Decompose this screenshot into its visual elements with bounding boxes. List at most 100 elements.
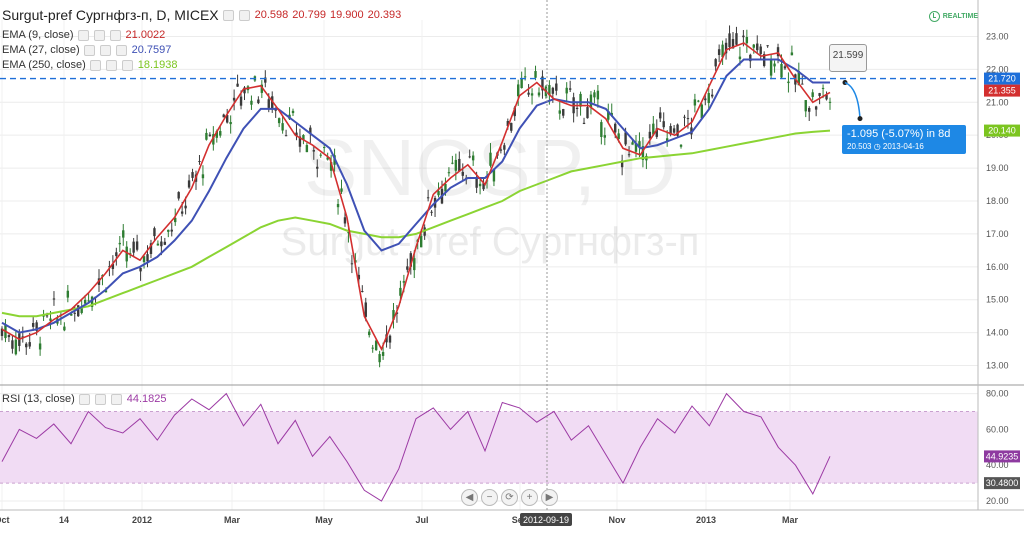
zoom-in-icon[interactable]: + bbox=[521, 489, 538, 506]
candle-body bbox=[326, 157, 329, 160]
ohlc-close: 20.393 bbox=[367, 9, 402, 21]
candle-body bbox=[392, 310, 395, 320]
candle-body bbox=[111, 264, 115, 269]
rsi-axis-label-box bbox=[984, 450, 1020, 463]
candle-body bbox=[821, 87, 825, 89]
candle-body bbox=[66, 290, 70, 298]
ema27-label[interactable]: EMA (27, close) bbox=[2, 44, 80, 56]
candle-body bbox=[447, 172, 451, 174]
settings-icon[interactable] bbox=[105, 59, 117, 71]
candle-body bbox=[562, 109, 565, 116]
zoom-out-icon[interactable]: − bbox=[481, 489, 498, 506]
candle-body bbox=[586, 107, 589, 119]
candle-body bbox=[714, 59, 717, 67]
candle-body bbox=[759, 46, 762, 55]
symbol-title[interactable]: Surgut-pref Сургнфгз-п, D, MICEX bbox=[2, 7, 219, 23]
eye-icon[interactable] bbox=[77, 29, 89, 41]
rsi-band-fill bbox=[0, 411, 978, 484]
candle-body bbox=[142, 256, 146, 263]
crosshair-date-box bbox=[520, 513, 572, 526]
candle-body bbox=[212, 134, 215, 145]
eye-icon[interactable] bbox=[89, 59, 101, 71]
candle-body bbox=[430, 211, 433, 213]
candle-body bbox=[104, 290, 108, 293]
realtime-indicator: REALTIME bbox=[928, 11, 978, 22]
reset-icon[interactable]: ⟳ bbox=[501, 489, 518, 506]
candle-body bbox=[506, 120, 510, 127]
settings-icon[interactable] bbox=[94, 393, 106, 405]
candle-body bbox=[184, 205, 187, 209]
candle-body bbox=[250, 100, 253, 105]
candle-body bbox=[756, 43, 759, 51]
eye-icon[interactable] bbox=[83, 44, 95, 56]
candle-body bbox=[219, 131, 222, 136]
scroll-right-icon[interactable]: ▶ bbox=[541, 489, 558, 506]
candle-body bbox=[70, 313, 73, 316]
projection-info-box[interactable]: -1.095 (-5.07%) in 8d 20.503 ◷ 2013-04-1… bbox=[842, 125, 966, 154]
settings-icon[interactable] bbox=[99, 44, 111, 56]
candle-body bbox=[603, 135, 607, 138]
candle-body bbox=[274, 109, 277, 111]
candle-body bbox=[406, 266, 409, 270]
ema9-legend: EMA (9, close) 21.0022 bbox=[2, 29, 165, 41]
candle-body bbox=[229, 122, 232, 125]
candle-body bbox=[205, 132, 208, 140]
candle-body bbox=[707, 93, 710, 104]
candle-body bbox=[773, 63, 776, 67]
candle-body bbox=[381, 352, 385, 356]
candle-body bbox=[523, 76, 527, 78]
rsi-tick-label: 40.00 bbox=[986, 460, 1009, 470]
candle-body bbox=[139, 267, 142, 272]
close-icon[interactable] bbox=[115, 44, 127, 56]
settings-icon[interactable] bbox=[93, 29, 105, 41]
rsi-axis-label: 44.9235 bbox=[986, 451, 1019, 461]
close-icon[interactable] bbox=[110, 393, 122, 405]
candle-body bbox=[115, 252, 118, 257]
close-icon[interactable] bbox=[121, 59, 133, 71]
candle-body bbox=[728, 33, 731, 48]
candle-body bbox=[402, 281, 406, 283]
rsi-line bbox=[1, 392, 831, 502]
candle-body bbox=[444, 183, 447, 192]
candle-body bbox=[409, 253, 413, 267]
watermark-name: Surgut-pref Сургнфгз-п bbox=[281, 220, 700, 264]
candle-body bbox=[593, 92, 596, 98]
ema9-label[interactable]: EMA (9, close) bbox=[2, 29, 74, 41]
candle-body bbox=[38, 343, 42, 350]
candle-body bbox=[83, 299, 87, 304]
candle-body bbox=[413, 258, 416, 271]
candle-body bbox=[697, 100, 700, 102]
ema250-line bbox=[1, 129, 831, 318]
candle-body bbox=[187, 180, 191, 188]
candle-body bbox=[530, 93, 534, 96]
projection-target-label[interactable]: 21.599 bbox=[829, 44, 867, 72]
candle-body bbox=[208, 134, 212, 137]
candle-body bbox=[641, 146, 645, 160]
candle-body bbox=[122, 230, 125, 238]
scroll-left-icon[interactable]: ◀ bbox=[461, 489, 478, 506]
price-tick-label: 17.00 bbox=[986, 229, 1009, 239]
candle-body bbox=[652, 123, 655, 135]
eye-icon[interactable] bbox=[78, 393, 90, 405]
chart-header: Surgut-pref Сургнфгз-п, D, MICEX 20.598 … bbox=[2, 7, 401, 23]
candle-body bbox=[575, 107, 579, 110]
time-tick-label: 2012 bbox=[132, 515, 152, 525]
candle-body bbox=[510, 122, 513, 131]
ema250-label[interactable]: EMA (250, close) bbox=[2, 59, 86, 71]
candle-body bbox=[634, 142, 638, 152]
candle-body bbox=[499, 149, 503, 151]
candle-body bbox=[492, 168, 496, 182]
candle-body bbox=[769, 60, 773, 76]
candle-body bbox=[752, 44, 755, 48]
time-tick-label: Mar bbox=[782, 515, 799, 525]
settings-icon[interactable] bbox=[222, 9, 234, 21]
candle-body bbox=[271, 96, 274, 109]
close-icon[interactable] bbox=[109, 29, 121, 41]
candle-body bbox=[503, 145, 506, 150]
candle-body bbox=[745, 36, 749, 44]
close-icon[interactable] bbox=[238, 9, 250, 21]
candle-body bbox=[558, 110, 561, 114]
rsi-label[interactable]: RSI (13, close) bbox=[2, 393, 75, 405]
candle-body bbox=[797, 71, 801, 86]
candle-body bbox=[693, 99, 697, 106]
